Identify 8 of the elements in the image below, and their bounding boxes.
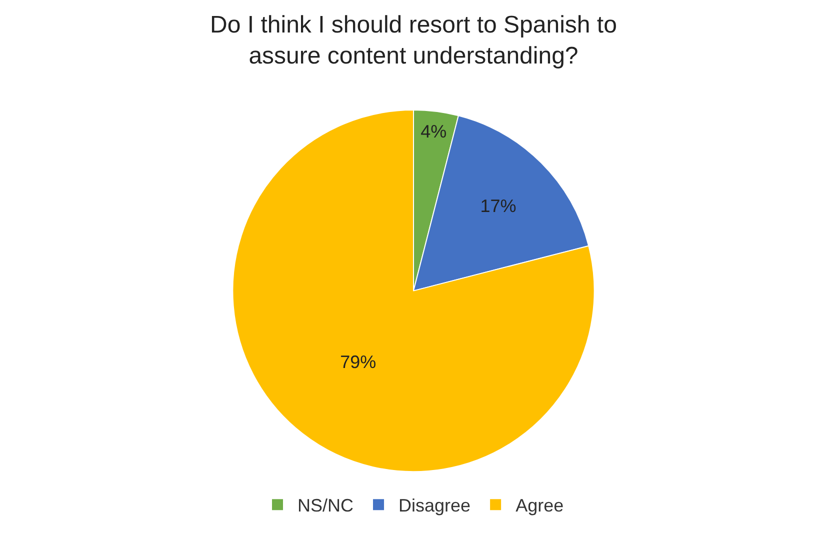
- pie-slice: [232, 110, 595, 472]
- chart-title: Do I think I should resort to Spanish to assure content understanding?: [210, 11, 617, 70]
- data-label: 79%: [340, 352, 376, 372]
- legend-label: Agree: [516, 496, 564, 516]
- legend-label: NS/NC: [298, 496, 354, 516]
- data-label: 4%: [420, 121, 447, 142]
- data-label: 17%: [480, 196, 516, 216]
- legend-label: Disagree: [398, 496, 471, 516]
